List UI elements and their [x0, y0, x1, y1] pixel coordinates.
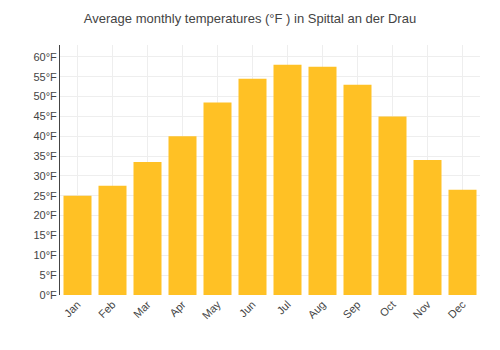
svg-text:May: May — [200, 298, 224, 322]
svg-text:Apr: Apr — [167, 298, 188, 319]
svg-text:Sep: Sep — [340, 298, 362, 320]
svg-text:20°F: 20°F — [33, 209, 57, 221]
svg-text:50°F: 50°F — [33, 90, 57, 102]
svg-text:Nov: Nov — [410, 298, 433, 321]
svg-text:5°F: 5°F — [40, 269, 58, 281]
svg-text:15°F: 15°F — [33, 229, 57, 241]
svg-text:40°F: 40°F — [33, 130, 57, 142]
svg-text:25°F: 25°F — [33, 190, 57, 202]
svg-text:Jan: Jan — [62, 298, 83, 319]
svg-text:Jul: Jul — [274, 298, 292, 316]
svg-text:Average monthly temperatures (: Average monthly temperatures (°F ) in Sp… — [84, 11, 416, 26]
svg-text:Jun: Jun — [237, 298, 258, 319]
svg-text:30°F: 30°F — [33, 170, 57, 182]
svg-text:Dec: Dec — [445, 298, 468, 321]
svg-text:35°F: 35°F — [33, 150, 57, 162]
svg-text:Feb: Feb — [96, 298, 118, 320]
svg-text:Oct: Oct — [377, 298, 398, 319]
svg-text:55°F: 55°F — [33, 71, 57, 83]
svg-text:60°F: 60°F — [33, 51, 57, 63]
svg-text:Mar: Mar — [131, 298, 153, 320]
svg-text:0°F: 0°F — [40, 289, 58, 301]
svg-text:Aug: Aug — [305, 298, 327, 320]
svg-text:45°F: 45°F — [33, 110, 57, 122]
svg-text:10°F: 10°F — [33, 249, 57, 261]
